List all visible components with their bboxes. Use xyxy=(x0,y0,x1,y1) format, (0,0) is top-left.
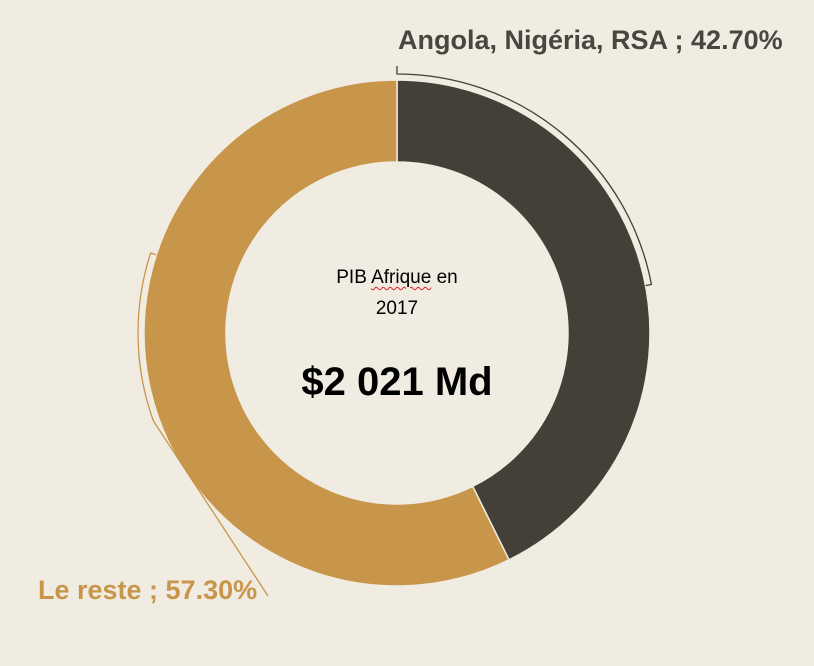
center-title-line-1: PIB Afrique en xyxy=(297,262,497,293)
slice-label-le-reste: Le reste ; 57.30% xyxy=(38,575,258,605)
center-title-word-en: en xyxy=(436,267,458,288)
donut-slice-0 xyxy=(396,79,651,561)
center-title: PIB Afrique en 2017 xyxy=(297,262,497,324)
center-title-word-afrique: Afrique xyxy=(371,267,432,288)
center-title-word-pib: PIB xyxy=(336,267,367,288)
center-value: $2 021 Md xyxy=(301,360,493,404)
leader-line-0 xyxy=(396,66,653,287)
center-title-year: 2017 xyxy=(375,298,419,319)
leader-line-1 xyxy=(137,252,269,597)
donut-slice-1 xyxy=(143,79,511,587)
slice-label-angola-nigeria-rsa: Angola, Nigéria, RSA ; 42.70% xyxy=(398,25,783,55)
